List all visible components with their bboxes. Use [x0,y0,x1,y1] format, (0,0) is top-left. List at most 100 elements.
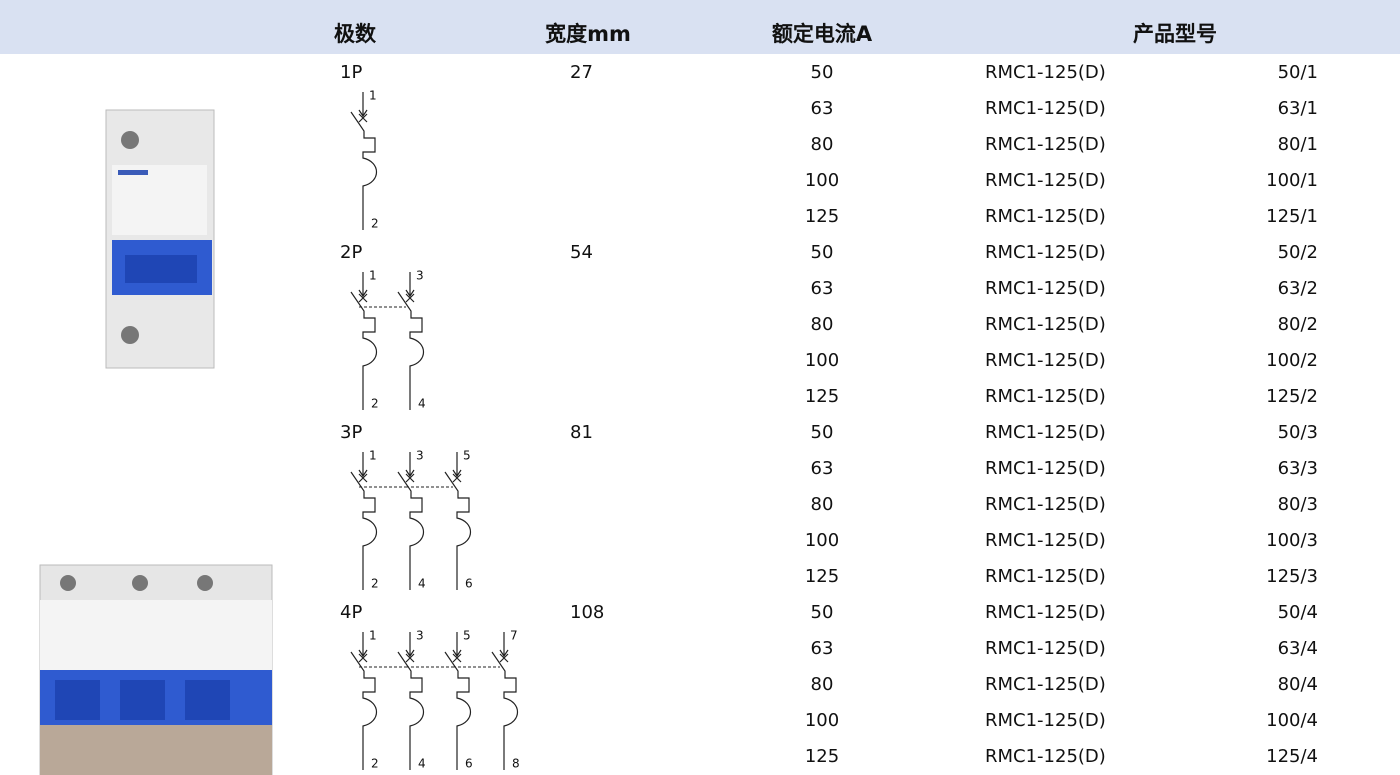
current: 80 [811,494,834,515]
current: 125 [805,206,839,227]
terminal-bottom: 2 [371,757,379,771]
terminal-top: 5 [463,629,471,643]
diagram-wire [397,452,425,590]
current: 100 [805,350,839,371]
code: 63/4 [1278,638,1318,659]
terminal-bottom: 2 [371,397,379,411]
current: 50 [811,242,834,263]
terminal-bottom: 2 [371,577,379,591]
diagram-wire [350,92,378,230]
code: 100/3 [1266,530,1318,551]
photo-3p [39,564,273,775]
header-model: 产品型号 [1133,22,1217,46]
model: RMC1-125(D) [985,350,1106,371]
model: RMC1-125(D) [985,98,1106,119]
current: 100 [805,710,839,731]
current: 125 [805,746,839,767]
current: 125 [805,386,839,407]
terminal-bottom: 2 [371,217,379,231]
code: 50/3 [1278,422,1318,443]
terminal-bottom: 6 [465,757,473,771]
model: RMC1-125(D) [985,674,1106,695]
current: 80 [811,314,834,335]
terminal-bottom: 6 [465,577,473,591]
diagram-wire [397,632,425,770]
header-width: 宽度mm [545,22,631,46]
poles: 1P [340,62,362,83]
code: 63/3 [1278,458,1318,479]
width: 108 [570,602,604,623]
photo-1p [105,109,215,369]
model: RMC1-125(D) [985,746,1106,767]
code: 100/2 [1266,350,1318,371]
header-poles: 极数 [334,22,377,46]
code: 80/2 [1278,314,1318,335]
current: 63 [811,278,834,299]
model: RMC1-125(D) [985,710,1106,731]
diagram-wire [350,272,378,410]
diagram-wire [444,632,472,770]
code: 125/2 [1266,386,1318,407]
code: 63/2 [1278,278,1318,299]
current: 50 [811,62,834,83]
current: 63 [811,458,834,479]
current: 80 [811,134,834,155]
terminal-top: 5 [463,449,471,463]
width: 81 [570,422,593,443]
current: 50 [811,422,834,443]
model: RMC1-125(D) [985,170,1106,191]
header-current: 额定电流A [772,22,873,46]
terminal-bottom: 4 [418,577,426,591]
terminal-top: 1 [369,449,377,463]
code: 50/4 [1278,602,1318,623]
code: 50/2 [1278,242,1318,263]
terminal-top: 7 [510,629,518,643]
model: RMC1-125(D) [985,422,1106,443]
code: 125/3 [1266,566,1318,587]
model: RMC1-125(D) [985,206,1106,227]
code: 80/3 [1278,494,1318,515]
diagram-wire [491,632,519,770]
model: RMC1-125(D) [985,530,1106,551]
model: RMC1-125(D) [985,566,1106,587]
terminal-top: 1 [369,269,377,283]
terminal-bottom: 8 [512,757,520,771]
code: 80/4 [1278,674,1318,695]
model: RMC1-125(D) [985,458,1106,479]
code: 125/1 [1266,206,1318,227]
model: RMC1-125(D) [985,134,1106,155]
poles: 4P [340,602,362,623]
current: 125 [805,566,839,587]
model: RMC1-125(D) [985,242,1106,263]
terminal-top: 1 [369,89,377,103]
diagram-wire [350,632,378,770]
code: 50/1 [1278,62,1318,83]
poles: 3P [340,422,362,443]
diagram-wire [350,452,378,590]
model: RMC1-125(D) [985,602,1106,623]
current: 63 [811,638,834,659]
terminal-bottom: 4 [418,757,426,771]
model: RMC1-125(D) [985,278,1106,299]
model: RMC1-125(D) [985,494,1106,515]
terminal-bottom: 4 [418,397,426,411]
header-band [0,0,1400,54]
width: 54 [570,242,593,263]
diagram-wire [397,272,425,410]
poles: 2P [340,242,362,263]
code: 125/4 [1266,746,1318,767]
terminal-top: 3 [416,629,424,643]
current: 50 [811,602,834,623]
model: RMC1-125(D) [985,386,1106,407]
code: 100/4 [1266,710,1318,731]
width: 27 [570,62,593,83]
model: RMC1-125(D) [985,314,1106,335]
current: 80 [811,674,834,695]
current: 63 [811,98,834,119]
code: 63/1 [1278,98,1318,119]
current: 100 [805,530,839,551]
current: 100 [805,170,839,191]
model: RMC1-125(D) [985,62,1106,83]
